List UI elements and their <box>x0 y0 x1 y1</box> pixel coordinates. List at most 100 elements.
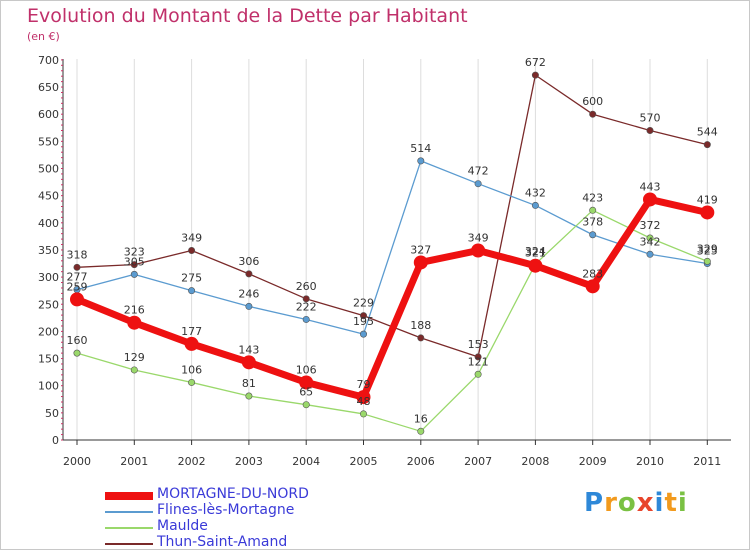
data-label: 222 <box>296 300 317 313</box>
data-label: 423 <box>582 191 603 204</box>
chart-subtitle: (en €) <box>27 30 60 43</box>
data-point <box>302 401 310 409</box>
logo-letter: r <box>604 488 618 518</box>
data-point <box>700 205 715 220</box>
legend-swatch <box>105 492 153 500</box>
data-point <box>302 315 310 323</box>
series-line <box>75 195 709 401</box>
data-point <box>70 292 84 307</box>
data-point <box>245 302 253 310</box>
data-point <box>474 180 482 188</box>
data-point <box>359 330 367 338</box>
data-point <box>646 250 654 258</box>
data-point <box>589 231 597 239</box>
x-tick-label: 2009 <box>579 455 607 468</box>
data-label: 306 <box>238 255 259 268</box>
data-point <box>130 366 138 374</box>
chart-title: Evolution du Montant de la Dette par Hab… <box>27 5 468 27</box>
data-label: 323 <box>124 246 145 259</box>
data-label: 143 <box>238 343 259 356</box>
data-label: 305 <box>124 255 145 268</box>
logo-letter: t <box>664 488 678 518</box>
data-point <box>528 258 543 273</box>
data-label: 321 <box>525 247 546 260</box>
legend-swatch <box>105 511 153 513</box>
y-tick-label: 300 <box>38 271 59 284</box>
data-label: 275 <box>181 272 202 285</box>
x-tick-label: 2008 <box>521 455 549 468</box>
logo-letter: o <box>617 488 637 518</box>
y-tick-label: 500 <box>38 163 59 176</box>
legend-swatch <box>105 527 153 529</box>
y-tick-label: 100 <box>38 380 59 393</box>
data-point <box>474 370 482 378</box>
data-point <box>703 257 711 265</box>
data-label: 325 <box>697 245 718 258</box>
data-label: 121 <box>468 355 489 368</box>
data-point <box>359 312 367 320</box>
x-tick-label: 2007 <box>464 455 492 468</box>
data-label: 260 <box>296 280 317 293</box>
x-tick-label: 2001 <box>120 455 148 468</box>
data-point <box>73 349 81 357</box>
data-point <box>643 192 657 207</box>
data-label: 600 <box>582 95 603 108</box>
y-tick-label: 550 <box>38 135 59 148</box>
data-label: 277 <box>67 271 88 284</box>
data-point <box>188 246 196 254</box>
data-label: 419 <box>697 193 718 206</box>
data-point <box>585 279 600 294</box>
x-tick-label: 2005 <box>350 455 378 468</box>
data-label: 329 <box>697 242 718 255</box>
y-tick-label: 150 <box>38 353 59 366</box>
data-label: 246 <box>238 287 259 300</box>
x-tick-label: 2006 <box>407 455 435 468</box>
data-point <box>417 157 425 165</box>
data-label: 472 <box>468 165 489 178</box>
series-line <box>76 160 708 335</box>
x-tick-label: 2004 <box>292 455 320 468</box>
data-point <box>531 71 539 79</box>
data-label: 81 <box>242 377 256 390</box>
data-point <box>188 378 196 386</box>
x-tick-label: 2000 <box>63 455 91 468</box>
data-label: 672 <box>525 56 546 69</box>
data-label: 229 <box>353 297 374 310</box>
data-label: 106 <box>296 363 317 376</box>
data-point <box>356 390 371 405</box>
data-point <box>241 355 256 370</box>
data-label: 195 <box>353 315 374 328</box>
data-point <box>417 427 425 435</box>
y-tick-label: 650 <box>38 81 59 94</box>
series-line <box>76 209 708 432</box>
logo-letter: P <box>584 488 605 518</box>
y-tick-label: 450 <box>38 190 59 203</box>
y-tick-label: 400 <box>38 217 59 230</box>
data-label: 349 <box>181 231 202 244</box>
y-tick-label: 250 <box>38 298 59 311</box>
data-label: 514 <box>410 142 431 155</box>
data-point <box>359 410 367 418</box>
data-label: 349 <box>468 231 489 244</box>
data-point <box>245 392 253 400</box>
data-point <box>184 336 199 351</box>
y-tick-label: 0 <box>52 434 59 447</box>
data-label: 432 <box>525 186 546 199</box>
data-label: 570 <box>640 111 661 124</box>
data-label: 188 <box>410 319 431 332</box>
data-label: 153 <box>468 338 489 351</box>
x-tick-label: 2010 <box>636 455 664 468</box>
data-point <box>302 295 310 303</box>
data-label: 443 <box>640 180 661 193</box>
x-tick-label: 2003 <box>235 455 263 468</box>
data-label: 372 <box>640 219 661 232</box>
data-label: 177 <box>181 325 202 338</box>
data-label: 283 <box>582 267 603 280</box>
legend-label: Maulde <box>157 518 208 534</box>
data-label: 324 <box>525 245 546 258</box>
legend-label: Flines-lès-Mortagne <box>157 502 295 518</box>
data-point <box>471 243 486 258</box>
data-label: 79 <box>357 378 371 391</box>
data-point <box>531 201 539 209</box>
